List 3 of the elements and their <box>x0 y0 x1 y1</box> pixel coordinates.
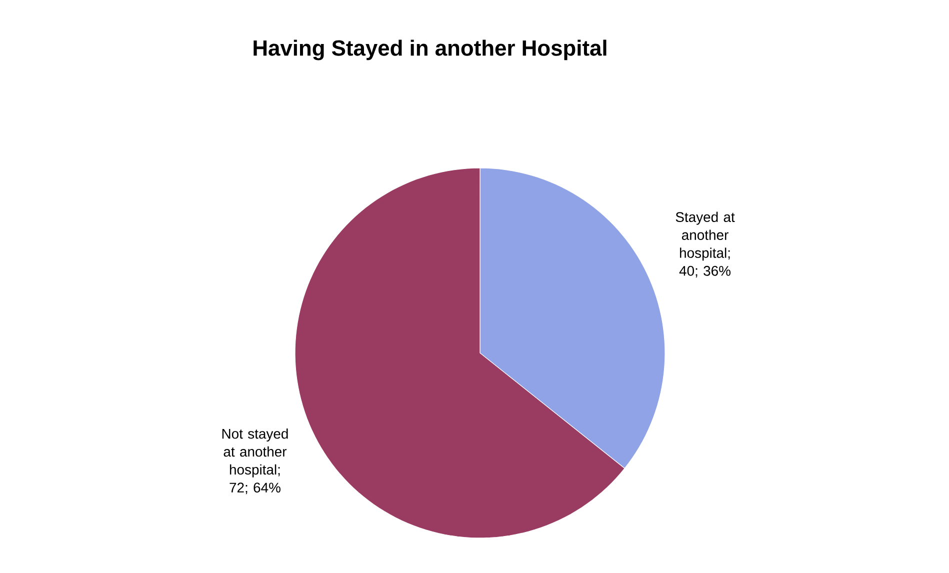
slice-label: Stayed at another hospital; 40; 36% <box>676 212 735 278</box>
slice-label: Not stayed at another hospital; 72; 64% <box>222 428 288 494</box>
chart-title: Having Stayed in another Hospital <box>254 40 606 60</box>
